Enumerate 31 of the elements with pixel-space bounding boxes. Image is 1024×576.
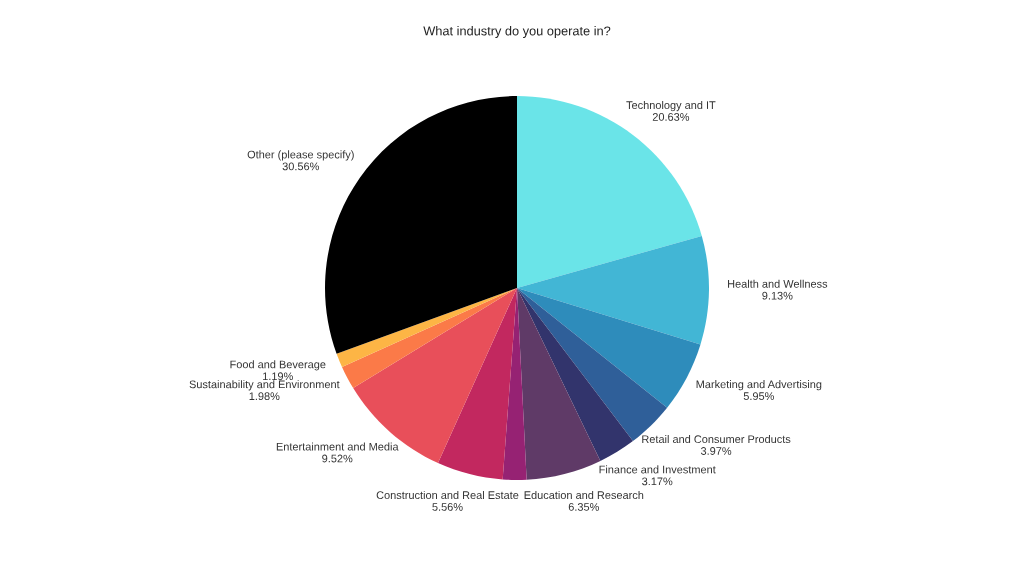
data-label: 30.56%: [282, 162, 319, 171]
data-label: 5.56%: [432, 503, 463, 511]
slice-label: Other (please specify): [247, 150, 354, 161]
data-label: 9.13%: [762, 291, 793, 300]
chart-title: What industry do you operate in?: [423, 26, 611, 38]
slice-label: Construction and Real Estate: [376, 490, 519, 499]
slice-label: Marketing and Advertising: [696, 380, 822, 391]
slice-label: Technology and IT: [626, 100, 716, 112]
pie-slice: [336, 288, 517, 368]
slice-label: Retail and Consumer Products: [642, 435, 791, 444]
slice-label: Sustainability and Environment: [189, 380, 340, 391]
pie-slice: [517, 288, 668, 442]
pie-slice: [517, 288, 601, 480]
pie-slice: [517, 288, 633, 461]
slice-label: Food and Beverage: [230, 360, 326, 371]
data-label: 3.17%: [642, 477, 673, 486]
data-label: 9.52%: [322, 454, 353, 463]
pie-slice: [437, 288, 517, 480]
data-label: 1.19%: [263, 372, 293, 381]
pie-slice: [517, 235, 709, 345]
data-label: 5.95%: [743, 392, 774, 400]
data-label: 1.98%: [249, 392, 280, 401]
data-label: 3.97%: [700, 447, 732, 455]
slice-label: Education and Research: [524, 490, 644, 499]
slice-label: Entertainment and Media: [276, 442, 399, 451]
slice-label: Health and Wellness: [728, 279, 828, 288]
pie-slice: [342, 288, 517, 389]
data-label: 6.35%: [568, 503, 599, 511]
slice-label: Finance and Investment: [599, 465, 716, 474]
data-label: 20.63%: [652, 113, 690, 121]
pie-slice: [517, 96, 702, 288]
